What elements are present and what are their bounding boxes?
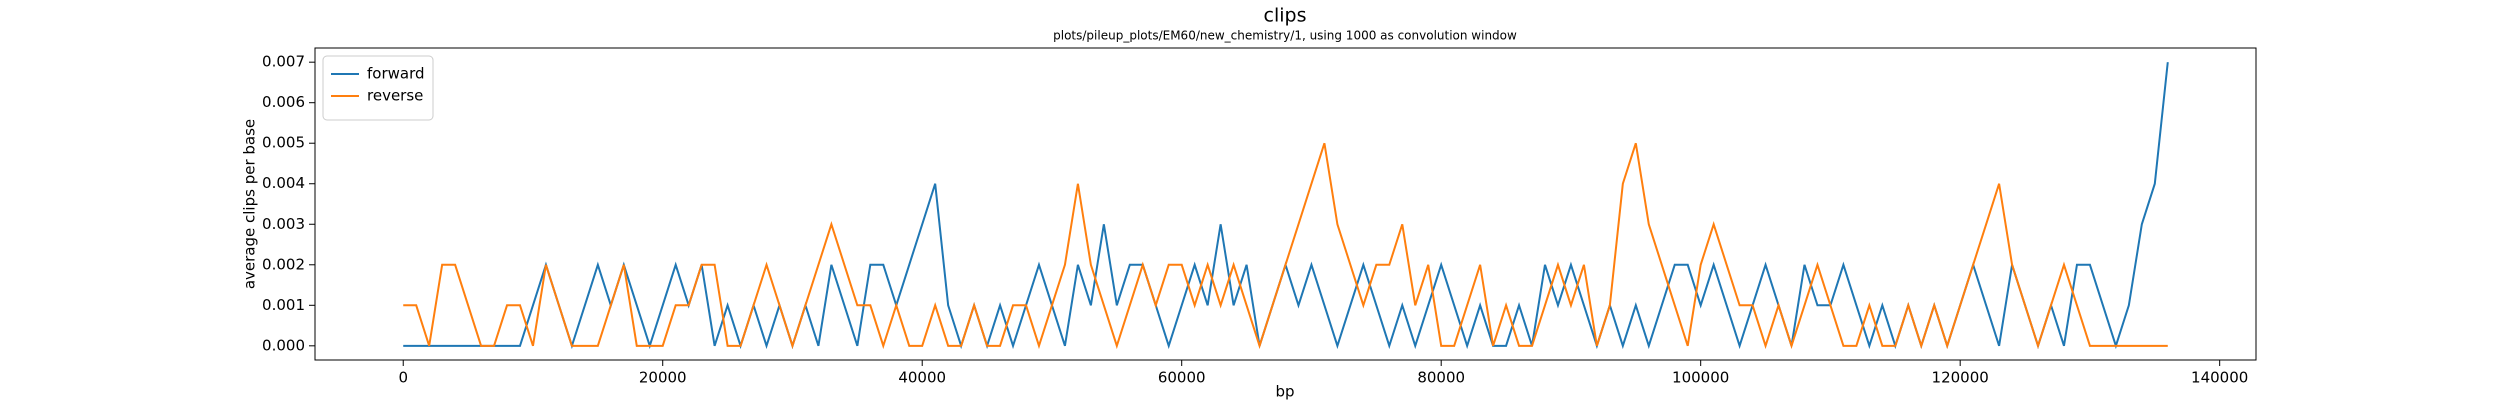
x-axis-label: bp [1275, 383, 1294, 400]
plot-frame [314, 47, 2257, 361]
y-tick-label: 0.006 [262, 93, 305, 111]
y-tick-label: 0.007 [262, 53, 305, 71]
y-tick-label: 0.005 [262, 134, 305, 152]
legend-box [322, 55, 434, 121]
x-tick-label: 20000 [639, 369, 687, 387]
chart-subtitle: plots/pileup_plots/EM60/new_chemistry/1,… [1053, 29, 1517, 43]
x-tick-label: 60000 [1158, 369, 1206, 387]
x-tick-label: 0 [398, 369, 408, 387]
y-tick-label: 0.003 [262, 215, 305, 233]
x-tick-label: 140000 [2191, 369, 2248, 387]
legend-label: reverse [367, 87, 423, 105]
y-tick-label: 0.000 [262, 336, 305, 354]
y-axis-label: average clips per base [241, 119, 259, 289]
x-tick-label: 80000 [1417, 369, 1465, 387]
x-tick-label: 40000 [898, 369, 946, 387]
x-tick-label: 100000 [1672, 369, 1729, 387]
chart-title: clips [1264, 5, 1307, 27]
y-tick-label: 0.004 [262, 174, 305, 192]
series-line [403, 142, 2168, 350]
y-tick-label: 0.002 [262, 255, 305, 273]
series-line [403, 62, 2169, 350]
y-tick-label: 0.001 [262, 296, 305, 314]
x-tick-label: 120000 [1932, 369, 1989, 387]
legend-label: forward [367, 65, 425, 83]
